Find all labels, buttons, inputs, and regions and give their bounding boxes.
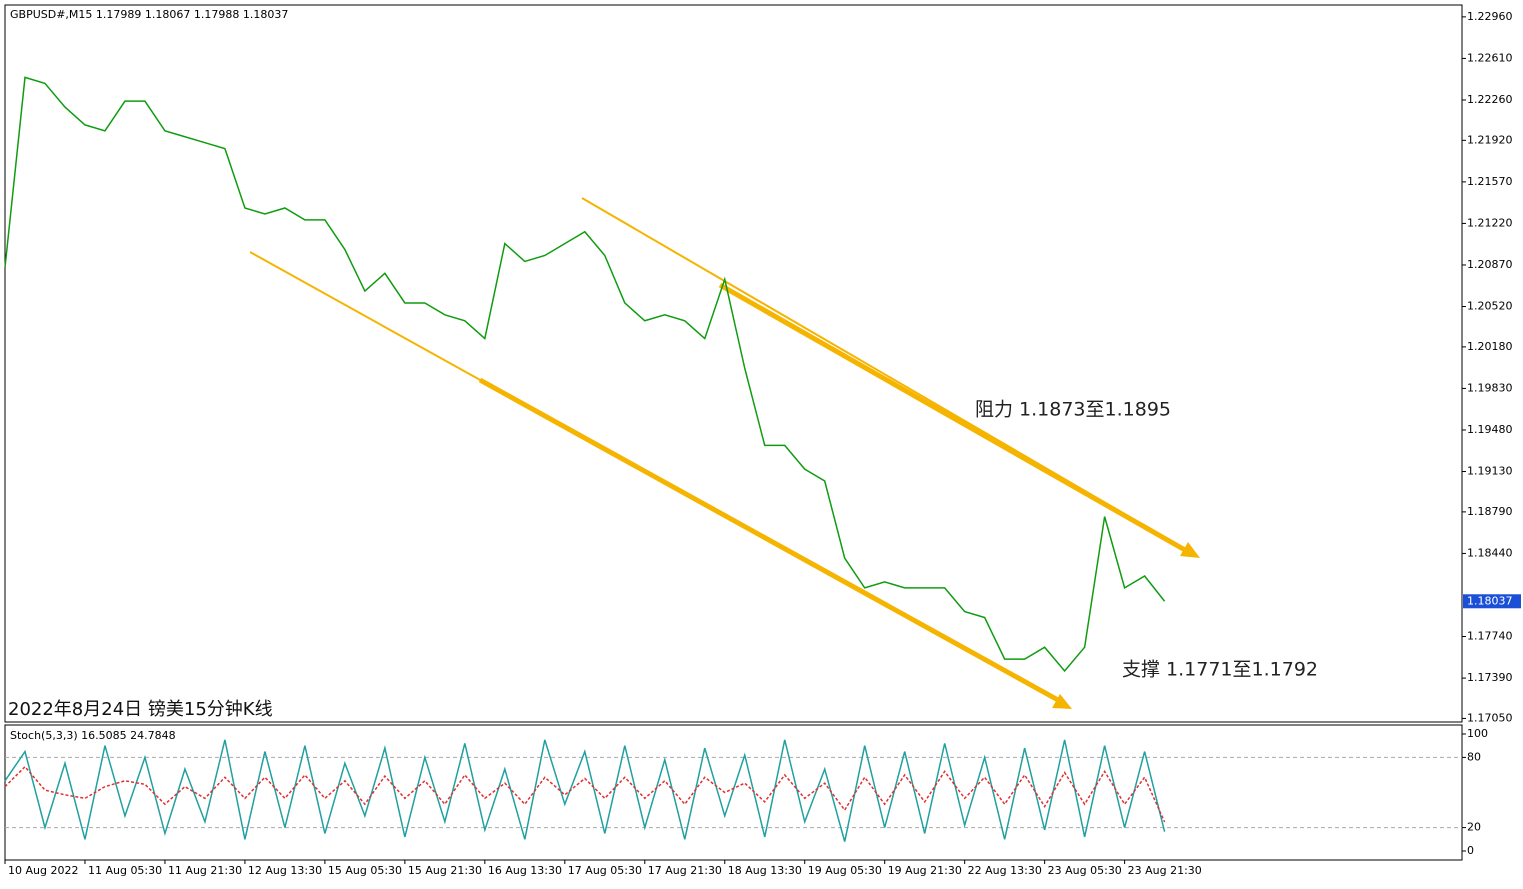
x-tick-label: 12 Aug 13:30 bbox=[248, 864, 322, 877]
x-tick-label: 17 Aug 21:30 bbox=[648, 864, 722, 877]
y-tick-label: 1.17390 bbox=[1467, 671, 1513, 684]
arrow-head bbox=[1180, 542, 1200, 558]
y-tick-label: 1.19480 bbox=[1467, 423, 1513, 436]
y-tick-label: 1.20520 bbox=[1467, 300, 1513, 313]
x-tick-label: 18 Aug 13:30 bbox=[728, 864, 802, 877]
y-tick-label: 1.19130 bbox=[1467, 465, 1513, 478]
arrow-head bbox=[1052, 694, 1072, 709]
y-tick-label: 1.20870 bbox=[1467, 258, 1513, 271]
x-tick-label: 15 Aug 21:30 bbox=[408, 864, 482, 877]
y-tick-label: 1.22610 bbox=[1467, 51, 1513, 64]
x-tick-label: 11 Aug 05:30 bbox=[88, 864, 162, 877]
x-tick-label: 23 Aug 05:30 bbox=[1048, 864, 1122, 877]
x-tick-label: 23 Aug 21:30 bbox=[1128, 864, 1202, 877]
y-tick-label: 100 bbox=[1467, 727, 1488, 740]
x-tick-label: 11 Aug 21:30 bbox=[168, 864, 242, 877]
stoch-header: Stoch(5,3,3) 16.5085 24.7848 bbox=[10, 729, 176, 742]
series-line bbox=[4, 76, 1166, 673]
y-tick-label: 1.17740 bbox=[1467, 630, 1513, 643]
x-tick-label: 10 Aug 2022 bbox=[8, 864, 78, 877]
caption: 2022年8月24日 镑美15分钟K线 bbox=[8, 699, 273, 720]
series-line bbox=[4, 739, 1166, 842]
arrow-upper bbox=[718, 282, 1187, 553]
y-tick-label: 1.21220 bbox=[1467, 216, 1513, 229]
y-tick-label: 0 bbox=[1467, 844, 1474, 857]
series-line bbox=[4, 765, 1166, 823]
x-tick-label: 15 Aug 05:30 bbox=[328, 864, 402, 877]
resistance-note: 阻力 1.1873至1.1895 bbox=[975, 399, 1171, 421]
stoch-panel bbox=[4, 724, 1463, 861]
support-note: 支撑 1.1771至1.1792 bbox=[1122, 659, 1318, 681]
y-tick-label: 1.17050 bbox=[1467, 711, 1513, 724]
y-tick-label: 1.19830 bbox=[1467, 381, 1513, 394]
x-tick-label: 22 Aug 13:30 bbox=[968, 864, 1042, 877]
y-tick-label: 1.18790 bbox=[1467, 505, 1513, 518]
y-tick-label: 1.21570 bbox=[1467, 175, 1513, 188]
y-tick-label: 80 bbox=[1467, 750, 1481, 763]
x-tick-label: 19 Aug 21:30 bbox=[888, 864, 962, 877]
y-tick-label: 1.22260 bbox=[1467, 93, 1513, 106]
main-panel bbox=[4, 4, 1463, 723]
y-tick-label: 1.21920 bbox=[1467, 133, 1513, 146]
symbol-header: GBPUSD#,M15 1.17989 1.18067 1.17988 1.18… bbox=[10, 8, 288, 21]
x-tick-label: 16 Aug 13:30 bbox=[488, 864, 562, 877]
x-tick-label: 17 Aug 05:30 bbox=[568, 864, 642, 877]
y-tick-label: 20 bbox=[1467, 821, 1481, 834]
arrow-lower bbox=[478, 377, 1060, 703]
price-box bbox=[1463, 594, 1521, 609]
current-price: 1.18037 bbox=[1467, 594, 1513, 607]
y-tick-label: 1.20180 bbox=[1467, 340, 1513, 353]
x-tick-label: 19 Aug 05:30 bbox=[808, 864, 882, 877]
y-tick-label: 1.22960 bbox=[1467, 10, 1513, 23]
y-tick-label: 1.18440 bbox=[1467, 546, 1513, 559]
